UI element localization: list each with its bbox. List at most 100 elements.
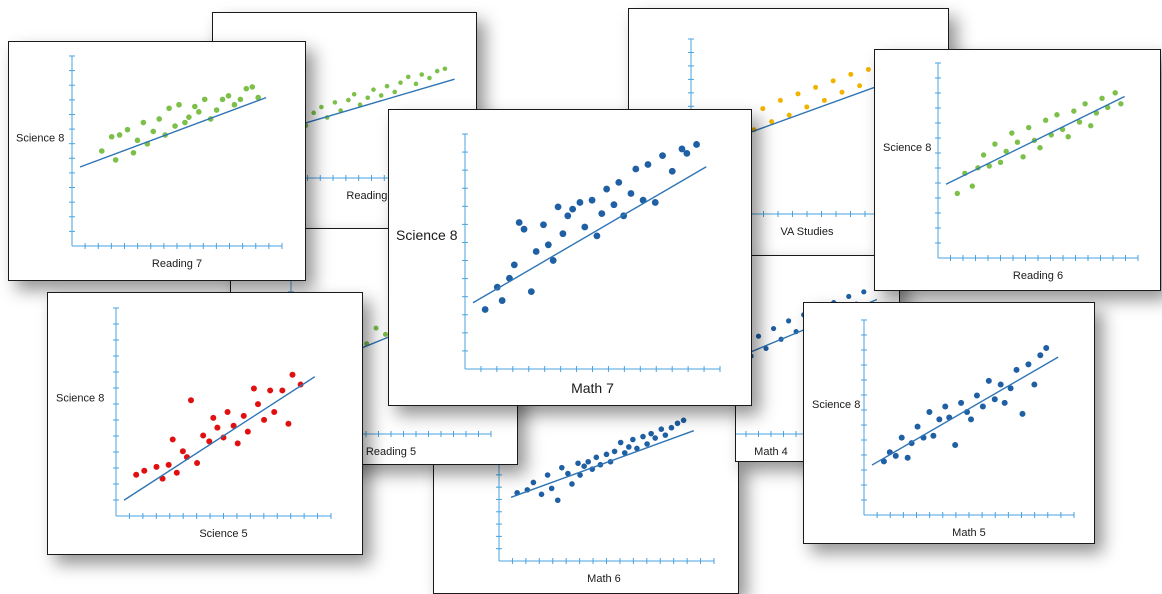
data-point <box>577 199 584 206</box>
data-point <box>1009 130 1014 135</box>
data-point <box>648 431 654 437</box>
chart-card-reading6: Reading 6 Science 8 <box>874 49 1161 291</box>
x-axis-label: VA Studies <box>781 226 834 238</box>
data-point <box>640 434 646 440</box>
data-point <box>581 224 588 231</box>
data-point <box>611 201 618 208</box>
trend-line <box>473 167 706 303</box>
data-point <box>992 396 998 402</box>
data-point <box>569 206 576 213</box>
data-point <box>1118 101 1123 106</box>
data-point <box>630 437 636 443</box>
data-point <box>166 105 172 111</box>
x-axis-label: Reading 6 <box>1013 270 1063 282</box>
data-point <box>840 90 845 95</box>
data-point <box>319 105 324 110</box>
data-point <box>585 459 591 465</box>
data-point <box>998 382 1004 388</box>
data-point <box>113 157 119 163</box>
x-axis-label: Science 5 <box>199 528 247 540</box>
data-point <box>279 387 285 393</box>
data-point <box>176 102 182 108</box>
data-point <box>150 129 156 135</box>
data-point <box>612 449 618 455</box>
data-point <box>125 127 131 133</box>
y-axis-label: Science 8 <box>16 133 64 145</box>
data-point <box>245 429 251 435</box>
data-point <box>652 199 659 206</box>
data-point <box>172 123 178 129</box>
data-point <box>693 141 700 148</box>
data-point <box>669 168 676 175</box>
data-point <box>813 85 818 90</box>
data-point <box>559 465 565 471</box>
data-point <box>756 334 761 339</box>
data-point <box>1099 96 1104 101</box>
data-point <box>482 306 489 313</box>
data-point <box>760 106 765 111</box>
data-point <box>1037 352 1043 358</box>
data-point <box>866 67 871 72</box>
data-point <box>1071 108 1076 113</box>
data-point <box>645 161 652 168</box>
data-point <box>531 480 537 486</box>
data-point <box>545 472 551 478</box>
data-point <box>267 387 273 393</box>
scatter-plot-reading6: Reading 6 Science 8 <box>875 50 1160 290</box>
data-point <box>564 212 571 219</box>
data-point <box>603 186 610 193</box>
data-point <box>186 114 192 120</box>
data-point <box>249 84 255 90</box>
data-point <box>539 492 545 498</box>
data-point <box>1054 112 1059 117</box>
data-point <box>804 104 809 109</box>
data-point <box>822 98 827 103</box>
data-point <box>1014 367 1020 373</box>
x-axis-label: Math 4 <box>754 446 788 458</box>
chart-card-science5: Science 5 Science 8 <box>47 292 363 555</box>
data-point <box>117 132 123 138</box>
data-point <box>683 150 690 157</box>
data-point <box>261 417 267 423</box>
data-point <box>915 424 921 430</box>
x-axis-label: Math 6 <box>587 573 621 585</box>
data-point <box>632 166 639 173</box>
data-point <box>285 421 291 427</box>
data-point <box>141 120 147 126</box>
scatter-plot-math7: Math 7 Science 8 <box>389 110 751 405</box>
data-point <box>516 219 523 226</box>
data-point <box>796 91 801 96</box>
data-point <box>170 436 176 442</box>
data-point <box>214 425 220 431</box>
data-point <box>981 152 986 157</box>
x-axis-label: Math 7 <box>571 380 614 396</box>
data-point <box>365 95 370 100</box>
data-point <box>848 72 853 77</box>
data-point <box>392 90 397 95</box>
data-point <box>626 444 632 450</box>
data-point <box>930 433 936 439</box>
data-point <box>1015 140 1020 145</box>
data-point <box>992 141 997 146</box>
data-point <box>970 183 975 188</box>
data-point <box>1026 125 1031 130</box>
data-point <box>188 397 194 403</box>
data-point <box>511 261 518 268</box>
data-point <box>406 75 411 80</box>
data-point <box>443 66 448 71</box>
data-point <box>521 226 528 233</box>
data-point <box>528 288 535 295</box>
data-point <box>194 460 200 466</box>
data-point <box>1002 400 1008 406</box>
data-point <box>220 97 226 103</box>
data-point <box>618 440 624 446</box>
data-point <box>675 420 681 426</box>
data-point <box>352 92 357 97</box>
y-axis-label: Science 8 <box>812 399 860 411</box>
data-point <box>778 98 783 103</box>
data-point <box>857 83 862 88</box>
data-point <box>374 326 379 331</box>
data-point <box>533 248 540 255</box>
data-point <box>226 93 232 99</box>
data-point <box>385 84 390 89</box>
